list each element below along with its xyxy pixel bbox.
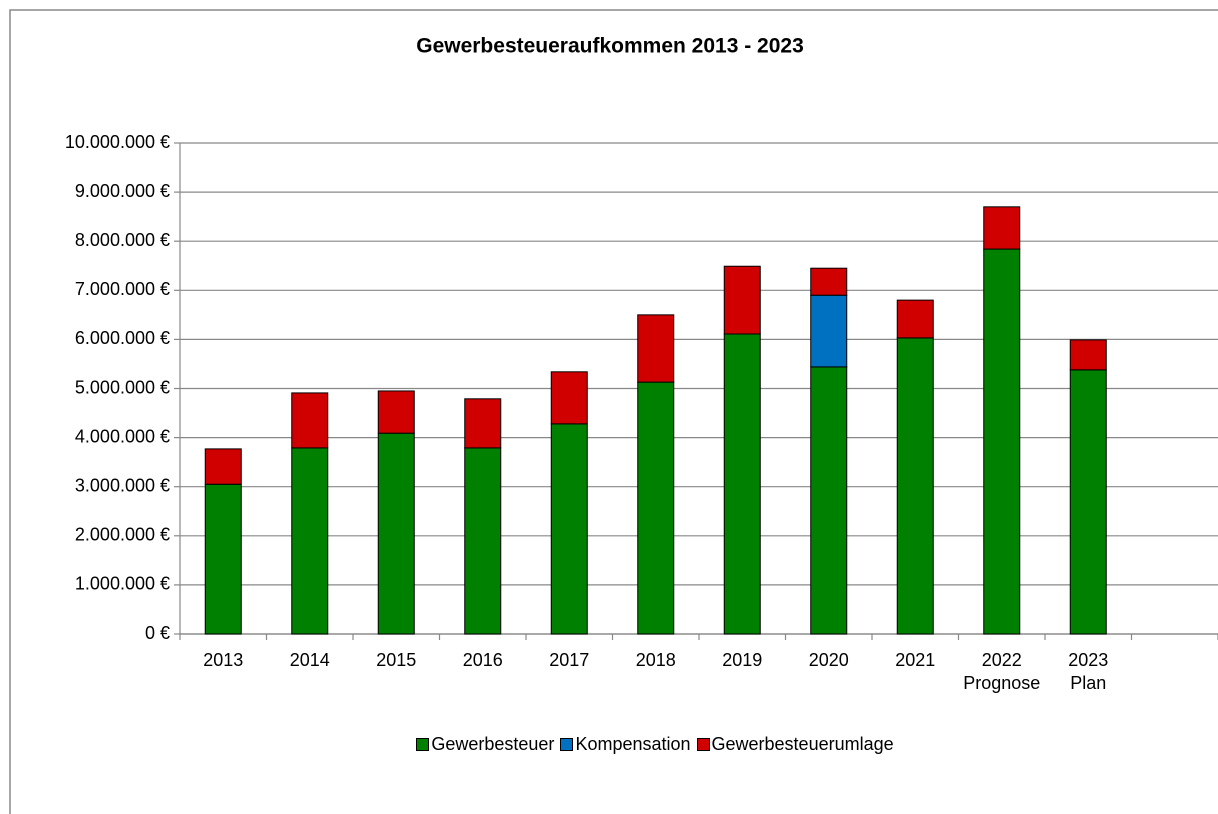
bar-segment bbox=[550, 423, 588, 635]
bar-segment bbox=[291, 392, 329, 449]
bar-segment bbox=[204, 448, 242, 485]
bar-segment bbox=[723, 333, 761, 635]
legend-label: Gewerbesteuerumlage bbox=[711, 734, 894, 754]
bar-segment bbox=[723, 265, 761, 335]
bar-segment bbox=[983, 248, 1021, 635]
bar-segment bbox=[464, 447, 502, 635]
y-tick-label: 6.000.000 € bbox=[75, 328, 170, 348]
bar-segment bbox=[377, 432, 415, 635]
bar-segment bbox=[810, 366, 848, 635]
legend-item: Gewerbesteuerumlage bbox=[696, 734, 894, 755]
x-tick-label: 2015 bbox=[376, 650, 417, 670]
bar-segment bbox=[1069, 369, 1107, 635]
y-tick-label: 8.000.000 € bbox=[75, 230, 170, 250]
legend-swatch bbox=[416, 738, 430, 751]
y-tick-label: 2.000.000 € bbox=[75, 525, 170, 545]
x-tick-label: 2014 bbox=[289, 650, 330, 670]
x-tick-label: 2017 bbox=[549, 650, 590, 670]
legend-swatch bbox=[560, 738, 574, 751]
x-tick-label: 2018 bbox=[635, 650, 676, 670]
legend-item: Kompensation bbox=[560, 734, 691, 755]
x-tick-label: 2022 Prognose bbox=[963, 650, 1041, 693]
legend: Gewerbesteuer Kompensation Gewerbesteuerum… bbox=[0, 734, 1218, 755]
bar-segment bbox=[637, 314, 675, 383]
legend-item: Gewerbesteuer bbox=[416, 734, 554, 755]
bar-segment bbox=[1069, 339, 1107, 371]
bar-segment bbox=[983, 206, 1021, 250]
bar-segment bbox=[637, 381, 675, 635]
bar-segment bbox=[377, 390, 415, 434]
legend-label: Gewerbesteuer bbox=[431, 734, 555, 754]
legend-swatch bbox=[696, 738, 710, 751]
y-tick-label: 0 € bbox=[145, 623, 170, 643]
x-tick-label: 2019 bbox=[722, 650, 763, 670]
bar-segment bbox=[810, 294, 848, 368]
legend-label: Kompensation bbox=[575, 734, 691, 754]
y-tick-label: 4.000.000 € bbox=[75, 426, 170, 446]
bar-segment bbox=[291, 447, 329, 635]
bar-segment bbox=[464, 398, 502, 449]
x-tick-label: 2021 bbox=[895, 650, 936, 670]
y-tick-label: 10.000.000 € bbox=[65, 132, 170, 152]
x-tick-label: 2013 bbox=[203, 650, 244, 670]
y-tick-label: 1.000.000 € bbox=[75, 574, 170, 594]
x-tick-label: 2020 bbox=[808, 650, 849, 670]
y-tick-label: 7.000.000 € bbox=[75, 279, 170, 299]
chart-title: Gewerbesteueraufkommen 2013 - 2023 bbox=[416, 35, 804, 58]
y-tick-label: 3.000.000 € bbox=[75, 475, 170, 495]
y-tick-label: 5.000.000 € bbox=[75, 377, 170, 397]
x-tick-label: 2016 bbox=[462, 650, 503, 670]
bar-segment bbox=[896, 299, 934, 339]
y-tick-label: 9.000.000 € bbox=[75, 181, 170, 201]
bar-segment bbox=[204, 483, 242, 635]
bar-segment bbox=[896, 337, 934, 635]
chart-frame bbox=[9, 9, 1218, 814]
x-tick-label: 2023 Plan bbox=[1068, 650, 1109, 693]
bar-segment bbox=[810, 267, 848, 296]
bar-segment bbox=[550, 371, 588, 425]
